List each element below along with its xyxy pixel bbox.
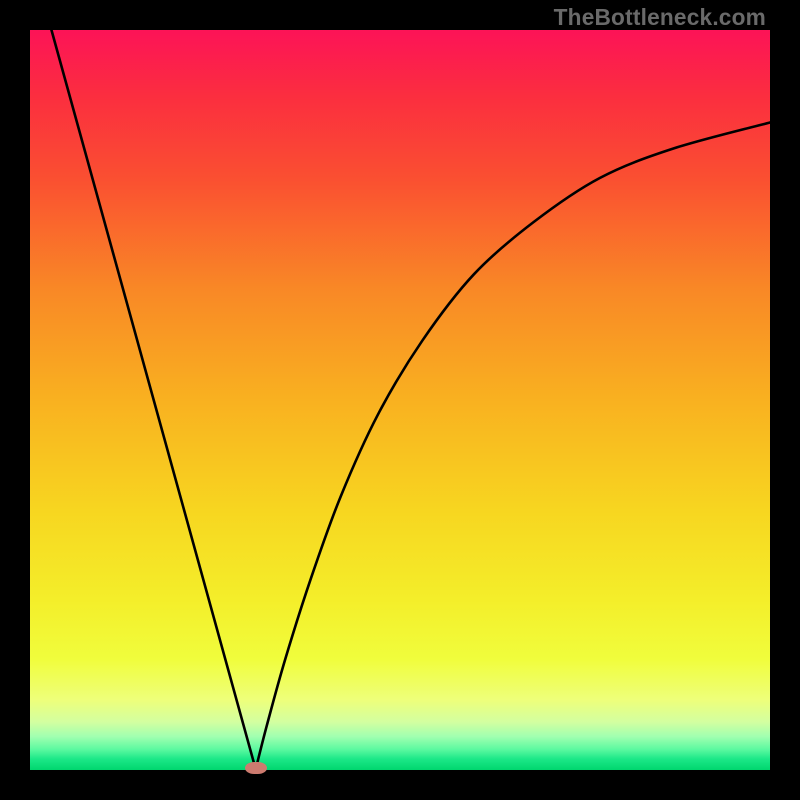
- curve-right-branch: [256, 123, 770, 770]
- watermark-text: TheBottleneck.com: [554, 4, 766, 31]
- figure-frame: TheBottleneck.com: [0, 0, 800, 800]
- bottleneck-curve: [30, 30, 770, 770]
- curve-left-branch: [51, 30, 255, 769]
- plot-area: [30, 30, 770, 770]
- vertex-marker: [245, 762, 267, 774]
